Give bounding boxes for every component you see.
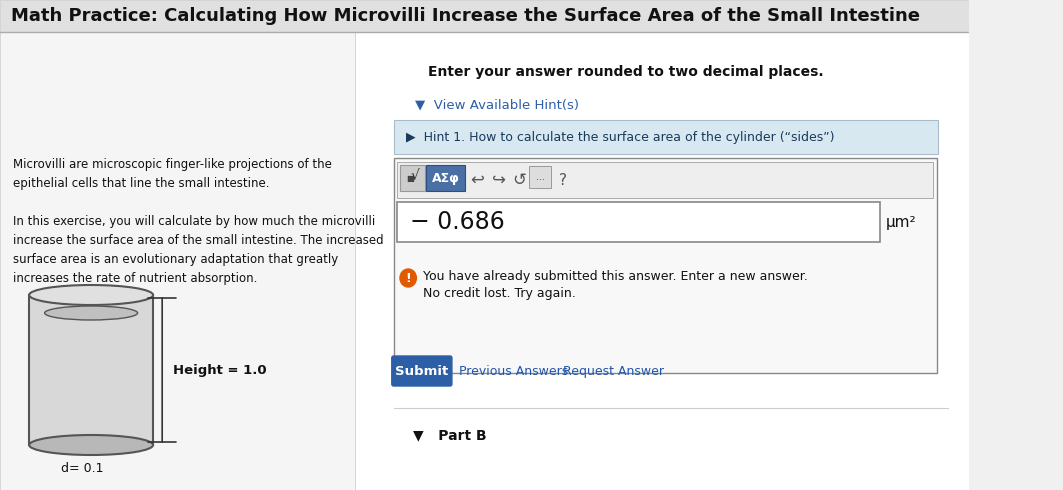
Text: Height = 1.0: Height = 1.0 <box>173 364 267 376</box>
Text: ΑΣφ: ΑΣφ <box>432 172 459 185</box>
FancyBboxPatch shape <box>355 32 968 490</box>
Text: ...: ... <box>536 172 545 182</box>
FancyBboxPatch shape <box>0 32 355 490</box>
Ellipse shape <box>45 306 137 320</box>
Text: Request Answer: Request Answer <box>563 365 664 377</box>
Text: ↩: ↩ <box>471 171 485 189</box>
Text: ↪: ↪ <box>492 171 506 189</box>
Text: !: ! <box>405 271 411 285</box>
Text: ▶  Hint 1. How to calculate the surface area of the cylinder (“sides”): ▶ Hint 1. How to calculate the surface a… <box>406 130 834 144</box>
Circle shape <box>400 269 417 287</box>
FancyBboxPatch shape <box>398 202 880 242</box>
FancyBboxPatch shape <box>426 165 465 191</box>
Text: √: √ <box>410 169 419 183</box>
Ellipse shape <box>29 285 153 305</box>
FancyBboxPatch shape <box>393 158 937 373</box>
FancyBboxPatch shape <box>392 356 452 386</box>
Text: Math Practice: Calculating How Microvilli Increase the Surface Area of the Small: Math Practice: Calculating How Microvill… <box>11 7 919 25</box>
Text: Previous Answers: Previous Answers <box>459 365 569 377</box>
Ellipse shape <box>29 435 153 455</box>
Text: − 0.686: − 0.686 <box>410 210 505 234</box>
Text: ↺: ↺ <box>512 171 526 189</box>
FancyBboxPatch shape <box>398 162 933 198</box>
Text: Microvilli are microscopic finger-like projections of the
epithelial cells that : Microvilli are microscopic finger-like p… <box>13 158 332 190</box>
Text: Enter your answer rounded to two decimal places.: Enter your answer rounded to two decimal… <box>428 65 824 79</box>
Text: d= 0.1: d= 0.1 <box>61 462 103 475</box>
Text: ▼   Part B: ▼ Part B <box>412 428 487 442</box>
FancyBboxPatch shape <box>400 165 425 191</box>
Text: No credit lost. Try again.: No credit lost. Try again. <box>423 287 575 300</box>
Text: ▼  View Available Hint(s): ▼ View Available Hint(s) <box>415 98 578 111</box>
Text: μm²: μm² <box>885 215 916 229</box>
FancyBboxPatch shape <box>0 0 968 32</box>
FancyBboxPatch shape <box>29 295 153 445</box>
Text: In this exercise, you will calculate by how much the microvilli
increase the sur: In this exercise, you will calculate by … <box>13 215 384 285</box>
Text: You have already submitted this answer. Enter a new answer.: You have already submitted this answer. … <box>423 270 808 283</box>
FancyBboxPatch shape <box>393 120 939 154</box>
Text: Submit: Submit <box>395 365 449 377</box>
Text: ?: ? <box>559 172 567 188</box>
FancyBboxPatch shape <box>529 166 552 188</box>
Text: ■: ■ <box>406 173 415 182</box>
